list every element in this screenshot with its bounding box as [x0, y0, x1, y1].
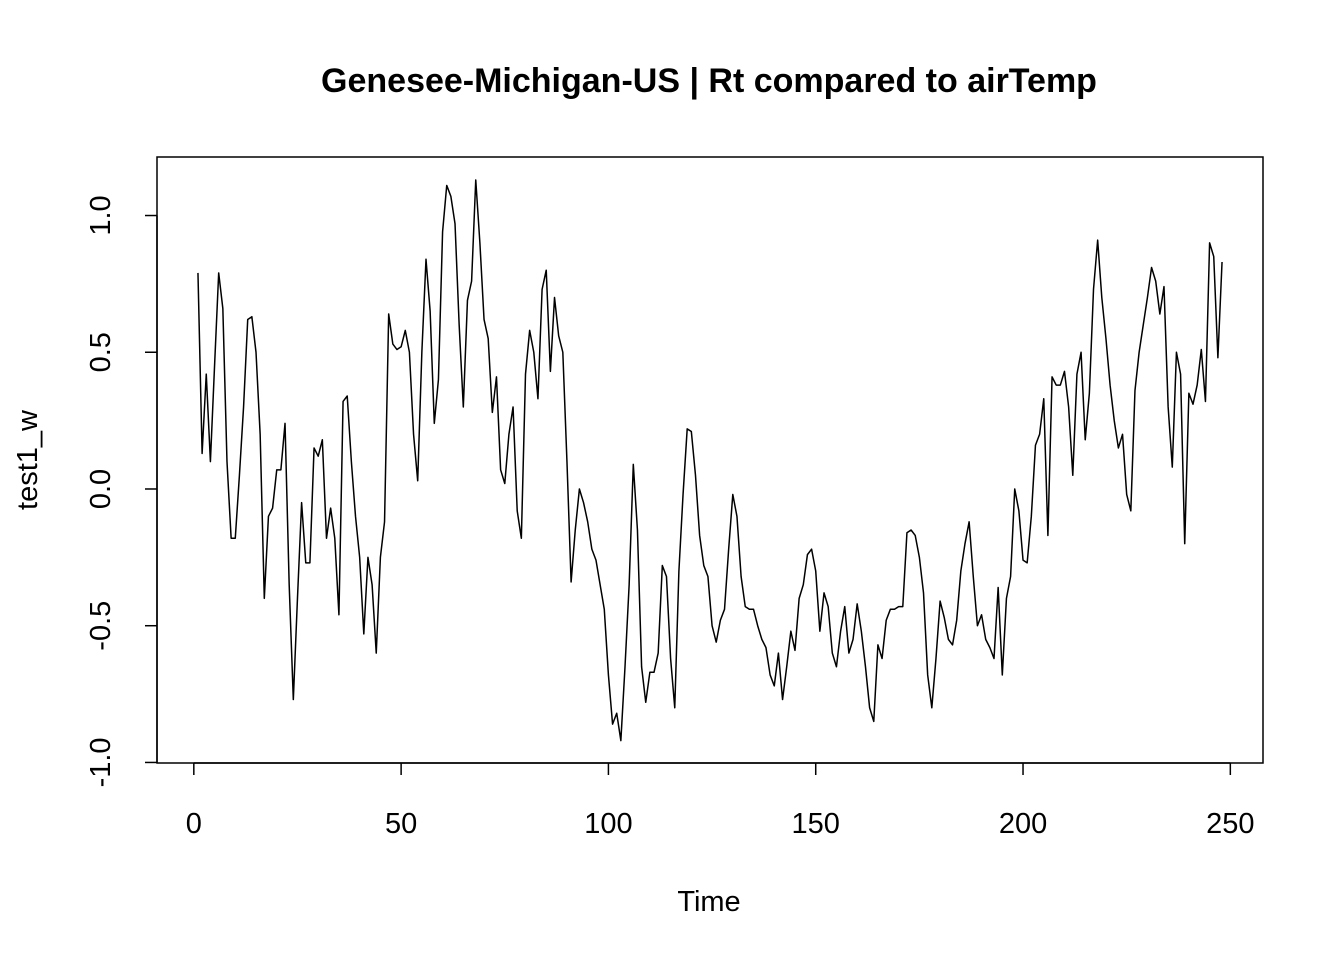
y-tick-label: 1.0 — [85, 195, 117, 235]
x-axis-title: Time — [677, 886, 740, 918]
y-tick-label: -0.5 — [85, 601, 117, 651]
y-tick-label: 0.5 — [85, 332, 117, 372]
x-tick-label: 0 — [186, 808, 202, 840]
y-axis-title: test1_w — [12, 409, 44, 510]
chart-title: Genesee-Michigan-US | Rt compared to air… — [321, 62, 1097, 100]
x-tick-label: 50 — [385, 808, 417, 840]
x-tick-label: 150 — [792, 808, 840, 840]
x-tick-label: 250 — [1206, 808, 1254, 840]
x-tick-label: 100 — [584, 808, 632, 840]
y-tick-label: -1.0 — [85, 737, 117, 787]
series-line — [197, 179, 1223, 742]
x-tick-label: 200 — [999, 808, 1047, 840]
y-tick-label: 0.0 — [85, 469, 117, 509]
